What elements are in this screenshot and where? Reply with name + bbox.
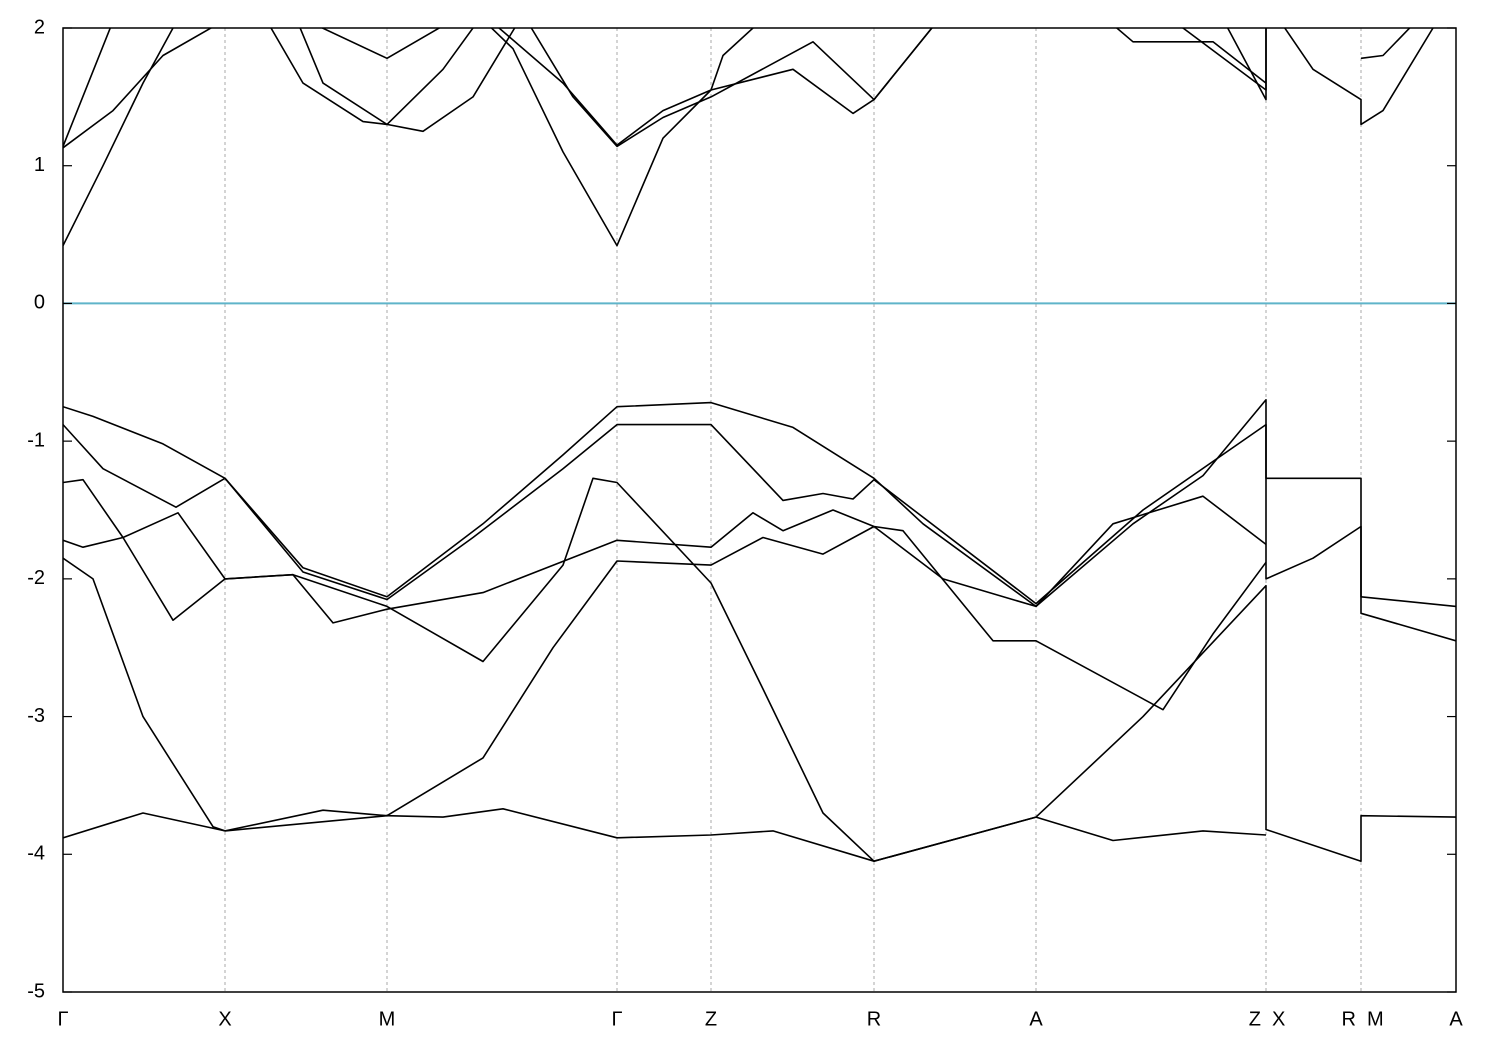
band-line xyxy=(1360,28,1411,60)
x-tick-label: Z xyxy=(1249,1008,1261,1030)
x-tick-label: X xyxy=(218,1008,231,1030)
band-line xyxy=(63,423,1456,642)
y-tick-label: 0 xyxy=(34,292,45,314)
band-line xyxy=(63,28,1267,147)
x-tick-label: A xyxy=(1449,1008,1463,1030)
y-tick-label: -5 xyxy=(27,980,45,1002)
x-tick-label: M xyxy=(1367,1008,1384,1030)
band-line xyxy=(63,28,1435,247)
y-tick-label: -1 xyxy=(27,429,45,451)
band-line xyxy=(320,28,441,60)
x-tick-label: M xyxy=(379,1008,396,1030)
x-tick-label: Γ xyxy=(611,1008,622,1030)
band-line xyxy=(63,808,1267,862)
y-tick-label: 1 xyxy=(34,154,45,176)
y-tick-label: -3 xyxy=(27,705,45,727)
band-line xyxy=(63,477,1456,862)
x-tick-label: R xyxy=(1342,1008,1356,1030)
y-tick-label: -2 xyxy=(27,567,45,589)
bands xyxy=(63,28,1456,862)
band-line xyxy=(63,509,1267,711)
plot-frame xyxy=(62,27,1457,993)
band-line xyxy=(63,495,1267,832)
y-tick-label: 2 xyxy=(34,16,45,38)
x-tick-label: A xyxy=(1029,1008,1043,1030)
x-tick-label: Z xyxy=(705,1008,717,1030)
y-tick-label: -4 xyxy=(27,843,45,865)
x-tick-label: X xyxy=(1272,1008,1285,1030)
grid xyxy=(63,28,1456,992)
band-line xyxy=(63,28,1267,149)
x-tick-label: Γ xyxy=(57,1008,68,1030)
x-tick-label: R xyxy=(867,1008,881,1030)
